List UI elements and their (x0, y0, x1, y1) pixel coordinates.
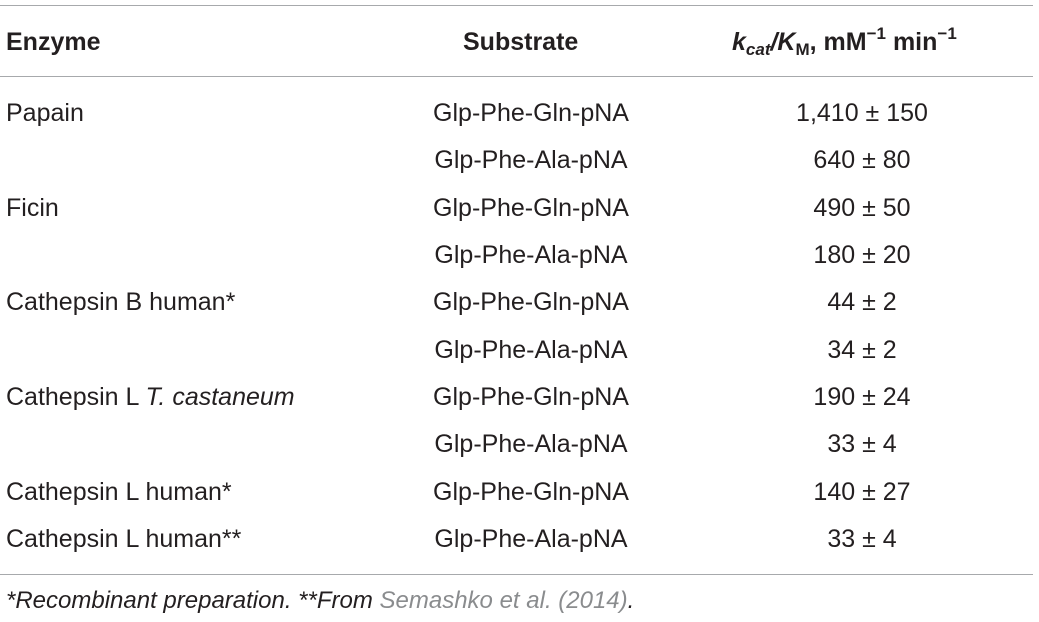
cell-substrate: Glp-Phe-Gln-pNA (433, 99, 629, 127)
cell-substrate: Glp-Phe-Ala-pNA (434, 146, 628, 174)
cell-enzyme: Cathepsin B human* (6, 287, 235, 317)
cell-enzyme: Cathepsin L human** (6, 524, 241, 554)
cell-enzyme: Papain (6, 98, 84, 128)
header-kcat-km: kcat/KM, mM−1 min−1 (732, 24, 957, 60)
cell-substrate: Glp-Phe-Gln-pNA (433, 478, 629, 506)
cell-kcat-km: 190 ± 24 (813, 383, 911, 411)
header-kcat-exp2: −1 (937, 24, 957, 43)
cell-enzyme-text: Papain (6, 99, 84, 127)
header-kcat-exp1: −1 (866, 24, 886, 43)
table-row: Glp-Phe-Ala-pNA 180 ± 20 (0, 240, 1039, 287)
cell-substrate: Glp-Phe-Gln-pNA (433, 383, 629, 411)
cell-substrate: Glp-Phe-Ala-pNA (434, 241, 628, 269)
table-row: Glp-Phe-Ala-pNA 640 ± 80 (0, 145, 1039, 192)
cell-substrate: Glp-Phe-Ala-pNA (434, 336, 628, 364)
table-footnote: *Recombinant preparation. **From Semashk… (6, 586, 634, 616)
cell-kcat-km: 33 ± 4 (827, 430, 897, 458)
header-substrate: Substrate (463, 28, 579, 56)
cell-enzyme-text: Cathepsin B human* (6, 288, 236, 316)
bottom-rule (0, 574, 1033, 575)
footnote-citation-link[interactable]: Semashko et al. (2014) (379, 587, 628, 614)
table-row: Cathepsin L human** Glp-Phe-Ala-pNA 33 ± 4 (0, 524, 1039, 571)
header-kcat-slash: /K (770, 28, 796, 56)
table-row: Glp-Phe-Ala-pNA 33 ± 4 (0, 429, 1039, 476)
header-kcat-m: M (795, 40, 810, 59)
cell-enzyme-text: Cathepsin L (6, 383, 146, 411)
cell-kcat-km: 140 ± 27 (813, 478, 911, 506)
header-rule (0, 76, 1033, 77)
cell-kcat-km: 180 ± 20 (813, 241, 911, 269)
footnote-end: . (627, 587, 635, 614)
cell-kcat-km: 44 ± 2 (827, 288, 897, 316)
cell-enzyme-text: Cathepsin L human** (6, 525, 242, 553)
header-kcat-sub: cat (745, 40, 771, 59)
header-kcat-units-a: , mM (809, 28, 867, 56)
cell-enzyme: Cathepsin L T. castaneum (6, 382, 295, 412)
cell-substrate: Glp-Phe-Gln-pNA (433, 194, 629, 222)
top-rule (0, 5, 1033, 6)
cell-enzyme-species: T. castaneum (145, 383, 295, 411)
table-row: Cathepsin L T. castaneum Glp-Phe-Gln-pNA 1… (0, 382, 1039, 429)
cell-kcat-km: 34 ± 2 (827, 336, 897, 364)
cell-enzyme-text: Ficin (6, 194, 59, 222)
table-row: Cathepsin B human* Glp-Phe-Gln-pNA 44 ± 2 (0, 287, 1039, 334)
header-kcat-units-b: min (886, 28, 938, 56)
cell-kcat-km: 1,410 ± 150 (796, 99, 928, 127)
table-row: Papain Glp-Phe-Gln-pNA 1,410 ± 150 (0, 98, 1039, 145)
cell-substrate: Glp-Phe-Gln-pNA (433, 288, 629, 316)
table-row: Ficin Glp-Phe-Gln-pNA 490 ± 50 (0, 193, 1039, 240)
cell-substrate: Glp-Phe-Ala-pNA (434, 430, 628, 458)
header-enzyme: Enzyme (6, 28, 101, 56)
table-row: Glp-Phe-Ala-pNA 34 ± 2 (0, 335, 1039, 382)
cell-substrate: Glp-Phe-Ala-pNA (434, 525, 628, 553)
cell-enzyme-text: Cathepsin L human* (6, 478, 232, 506)
table-row: Cathepsin L human* Glp-Phe-Gln-pNA 140 ± 2… (0, 477, 1039, 524)
cell-enzyme: Ficin (6, 193, 59, 223)
cell-kcat-km: 640 ± 80 (813, 146, 911, 174)
cell-kcat-km: 490 ± 50 (813, 194, 911, 222)
footnote-text: *Recombinant preparation. **From (6, 587, 380, 614)
cell-kcat-km: 33 ± 4 (827, 525, 897, 553)
cell-enzyme: Cathepsin L human* (6, 477, 232, 507)
header-kcat-k: k (732, 28, 746, 56)
